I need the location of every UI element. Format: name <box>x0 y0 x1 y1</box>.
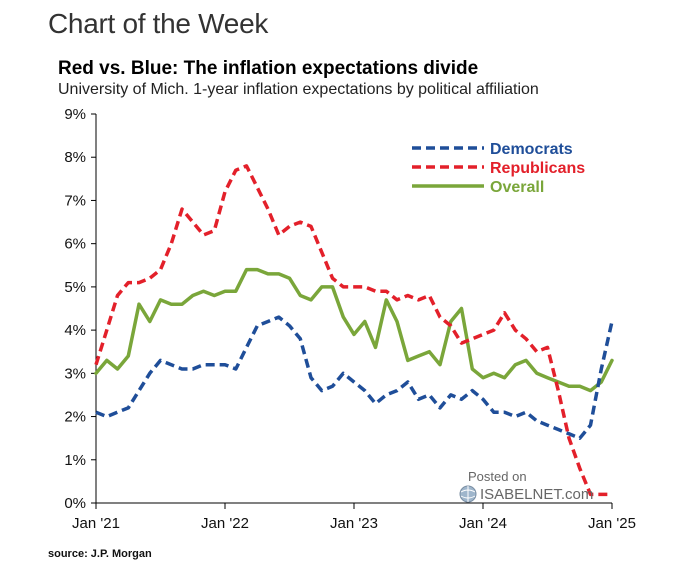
chart-subtitle: University of Mich. 1-year inflation exp… <box>58 81 539 98</box>
y-tick-label: 6% <box>64 236 86 253</box>
series-line-republicans <box>94 164 612 497</box>
y-tick-label: 0% <box>64 495 86 512</box>
y-tick-label: 4% <box>64 322 86 339</box>
y-tick-label: 1% <box>64 452 86 469</box>
x-tick-label: Jan '23 <box>330 515 378 532</box>
y-tick-label: 3% <box>64 365 86 382</box>
watermark-brand: ISABELNET.com <box>480 486 593 503</box>
chart-title: Red vs. Blue: The inflation expectations… <box>58 58 479 79</box>
y-tick-label: 8% <box>64 149 86 166</box>
chart-legend: Democrats Republicans Overall <box>412 141 585 196</box>
x-tick-label: Jan '21 <box>72 515 120 532</box>
x-tick-label: Jan '22 <box>201 515 249 532</box>
chart-series-layer <box>94 164 614 497</box>
source-note: source: J.P. Morgan <box>48 548 152 560</box>
x-tick-label: Jan '24 <box>459 515 507 532</box>
legend-label-overall: Overall <box>490 179 544 196</box>
y-tick-label: 9% <box>64 106 86 123</box>
y-tick-label: 5% <box>64 279 86 296</box>
globe-icon <box>459 485 477 503</box>
watermark: Posted on ISABELNET.com <box>459 469 593 503</box>
page-header: Chart of the Week <box>48 8 269 39</box>
chart-axes: 0% 1% 2% 3% 4% 5% 6% 7% 8% 9% Jan '21 Jan '22 Jan '2… <box>64 106 636 532</box>
y-tick-label: 7% <box>64 192 86 209</box>
legend-label-democrats: Democrats <box>490 141 573 158</box>
legend-label-republicans: Republicans <box>490 160 585 177</box>
watermark-posted-on: Posted on <box>468 469 527 484</box>
series-line-democrats <box>95 315 614 440</box>
x-tick-label: Jan '25 <box>588 515 636 532</box>
y-tick-label: 2% <box>64 409 86 426</box>
series-line-overall <box>94 267 614 393</box>
